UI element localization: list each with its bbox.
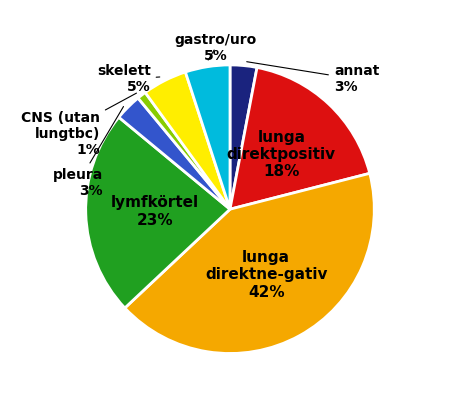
Wedge shape: [118, 98, 230, 209]
Text: lunga
direktpositiv
18%: lunga direktpositiv 18%: [226, 130, 335, 179]
Wedge shape: [138, 93, 230, 209]
Wedge shape: [124, 173, 374, 354]
Text: annat
3%: annat 3%: [246, 62, 378, 95]
Text: pleura
3%: pleura 3%: [53, 107, 123, 198]
Text: CNS (utan
lungtbc)
1%: CNS (utan lungtbc) 1%: [21, 93, 136, 158]
Text: gastro/uro
5%: gastro/uro 5%: [174, 32, 256, 63]
Text: lunga
direktne­gativ
42%: lunga direktne­gativ 42%: [204, 250, 327, 300]
Wedge shape: [230, 67, 369, 209]
Wedge shape: [85, 117, 230, 308]
Text: skelett
5%: skelett 5%: [96, 64, 159, 95]
Wedge shape: [145, 72, 230, 209]
Wedge shape: [230, 65, 257, 209]
Text: lymfkörtel
23%: lymfkörtel 23%: [111, 196, 199, 228]
Wedge shape: [185, 65, 230, 209]
